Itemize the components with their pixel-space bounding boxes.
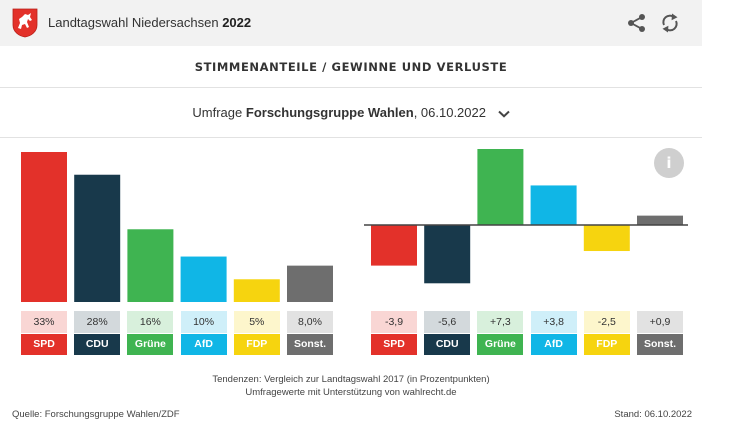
change-bar-afd: [530, 185, 577, 225]
change-bar-fdp: [583, 225, 630, 252]
change-party-label-fdp: FDP: [583, 334, 630, 355]
refresh-icon[interactable]: [659, 12, 681, 34]
share-value-label-sonst: 8,0%: [287, 311, 333, 333]
page-title: Landtagswahl Niedersachsen 2022: [48, 15, 251, 30]
stand-date: Stand: 06.10.2022: [614, 409, 692, 420]
survey-prefix: Umfrage: [192, 105, 243, 120]
share-value-label-fdp: 5%: [233, 311, 280, 333]
survey-institute: Forschungsgruppe Wahlen: [245, 105, 414, 120]
change-bar-sonst: [637, 215, 683, 225]
change-value-label-fdp: -2,5: [583, 311, 630, 333]
share-bar-fdp: [233, 279, 280, 302]
share-value-label-gr-ne: 16%: [127, 311, 174, 333]
title-year: 2022: [222, 15, 252, 30]
chevron-down-icon: [497, 110, 510, 118]
change-party-label-afd: AfD: [530, 334, 577, 355]
share-party-label-fdp: FDP: [233, 334, 280, 355]
share-bar-sonst: [287, 265, 333, 302]
share-party-label-spd: SPD: [21, 334, 67, 355]
share-value-label-spd: 33%: [21, 311, 67, 333]
share-bar-gr-ne: [127, 229, 174, 302]
horse-crest-logo: [12, 8, 38, 38]
title-prefix: Landtagswahl Niedersachsen: [48, 15, 219, 30]
change-bars: [364, 149, 688, 284]
change-party-label-sonst: Sonst.: [637, 334, 683, 355]
change-value-label-cdu: -5,6: [424, 311, 471, 333]
share-bar-cdu: [74, 174, 121, 302]
share-party-label-sonst: Sonst.: [287, 334, 333, 355]
section-title: STIMMENANTEILE / GEWINNE UND VERLUSTE: [194, 60, 508, 74]
change-value-label-gr-ne: +7,3: [477, 311, 524, 333]
change-bar-spd: [371, 225, 417, 266]
support-note: Umfragewerte mit Unterstützung von wahlr…: [245, 387, 457, 398]
change-value-label-afd: +3,8: [530, 311, 577, 333]
change-bar-cdu: [424, 225, 471, 284]
share-party-label-cdu: CDU: [74, 334, 121, 355]
change-party-label-spd: SPD: [371, 334, 417, 355]
change-value-label-spd: -3,9: [371, 311, 417, 333]
share-value-label-afd: 10%: [180, 311, 227, 333]
divider-middle: [0, 137, 702, 138]
share-bars: [21, 152, 333, 302]
change-party-label-cdu: CDU: [424, 334, 471, 355]
share-party-label-afd: AfD: [180, 334, 227, 355]
survey-date: , 06.10.2022: [413, 105, 486, 120]
change-bar-gr-ne: [477, 149, 524, 225]
share-value-label-cdu: 28%: [74, 311, 121, 333]
share-bar-spd: [21, 152, 67, 302]
share-party-label-gr-ne: Grüne: [127, 334, 174, 355]
divider-top: [0, 87, 702, 88]
change-party-label-gr-ne: Grüne: [477, 334, 524, 355]
header-bar: Landtagswahl Niedersachsen 2022: [0, 0, 702, 46]
share-bar-afd: [180, 256, 227, 302]
source-note: Quelle: Forschungsgruppe Wahlen/ZDF: [12, 409, 180, 420]
change-value-label-sonst: +0,9: [637, 311, 683, 333]
share-icon[interactable]: [626, 12, 648, 34]
tendency-note: Tendenzen: Vergleich zur Landtagswahl 20…: [212, 374, 490, 385]
info-button[interactable]: i: [654, 148, 684, 178]
survey-selector[interactable]: Umfrage Forschungsgruppe Wahlen, 06.10.2…: [0, 105, 702, 120]
